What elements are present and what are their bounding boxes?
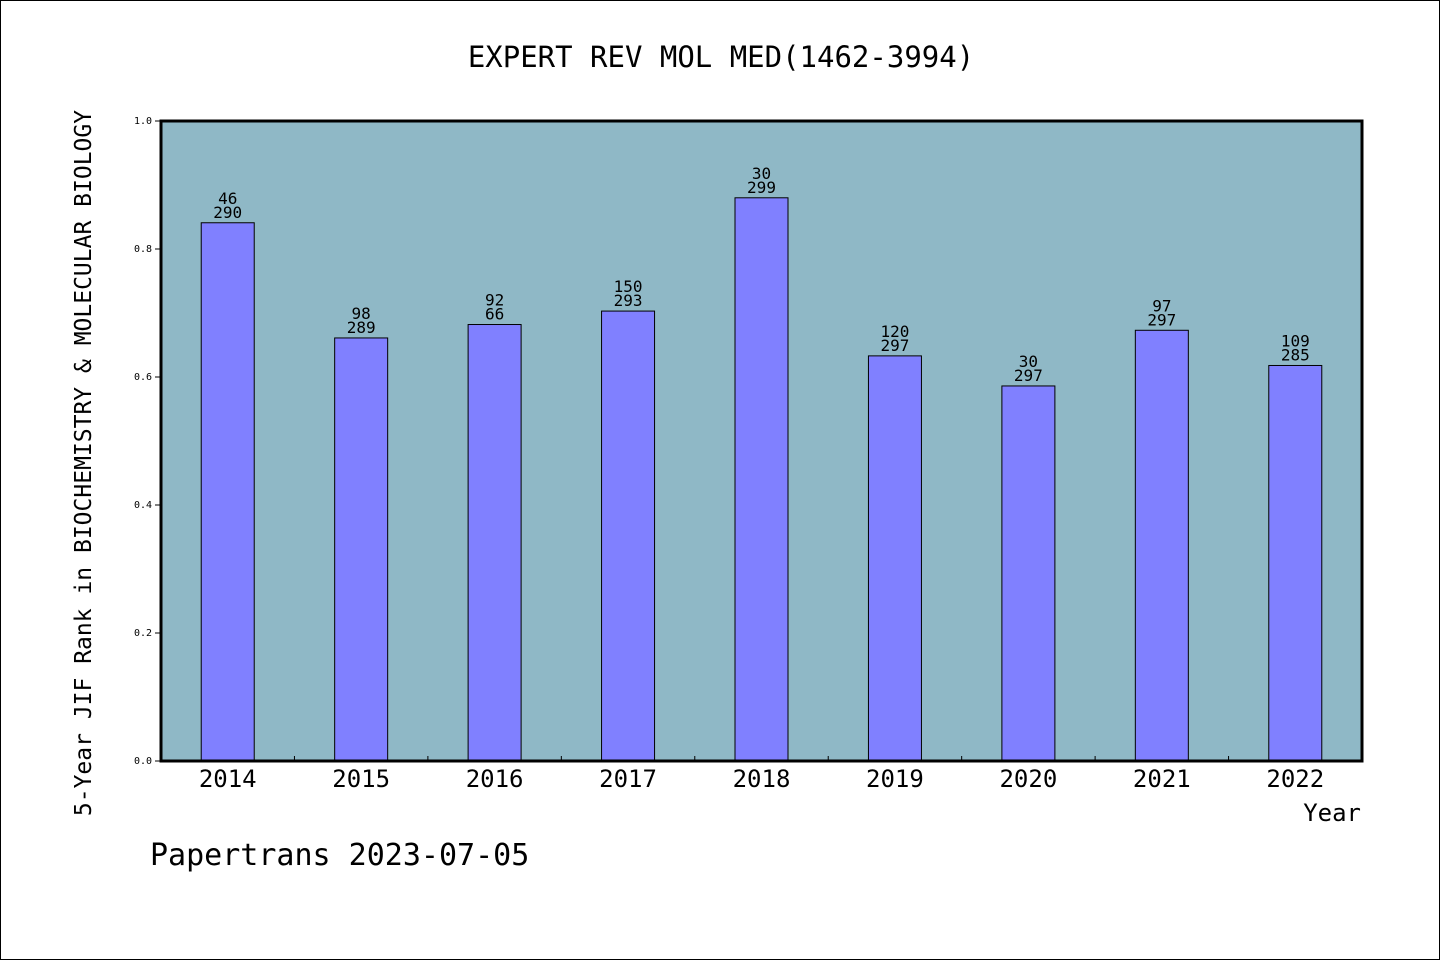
bar-rank-label: 92 — [485, 291, 504, 310]
x-tick-label: 2018 — [733, 765, 791, 793]
bar-total-label: 285 — [1281, 345, 1310, 364]
x-tick-label: 2017 — [599, 765, 657, 793]
y-tick-label: 0.2 — [134, 628, 152, 639]
chart-title: EXPERT REV MOL MED(1462-3994) — [468, 40, 974, 74]
bar-total-label: 290 — [213, 203, 242, 222]
y-tick-label: 0.0 — [134, 756, 152, 767]
x-tick-label: 2020 — [999, 765, 1057, 793]
bar-labels-group: 4629098289926615029330299120297302979729… — [213, 164, 1309, 385]
bar-total-label: 289 — [347, 318, 376, 337]
bar-rank-label: 120 — [880, 322, 909, 341]
bar-rank-label: 109 — [1281, 331, 1310, 350]
y-axis: 0.0 0.2 0.4 0.6 0.8 1.0 — [134, 116, 1364, 767]
y-tick-label: 0.8 — [134, 244, 152, 255]
bar-total-label: 293 — [614, 291, 643, 310]
footnote: Papertrans 2023-07-05 — [150, 838, 529, 873]
bar-rank-label: 97 — [1152, 296, 1171, 315]
bar-total-label: 66 — [485, 305, 504, 324]
bar-2021 — [1134, 329, 1189, 762]
bar-rank-label: 150 — [614, 277, 643, 296]
bar-total-label: 297 — [1014, 366, 1043, 385]
x-tick-label: 2015 — [332, 765, 390, 793]
bar-2015 — [334, 337, 389, 762]
bar-rank-label: 30 — [752, 164, 771, 183]
bar-2016 — [467, 324, 522, 762]
bar-total-label: 297 — [880, 336, 909, 355]
bar-rank-label: 98 — [352, 304, 371, 323]
bar-2014 — [200, 222, 255, 762]
y-tick-label: 0.4 — [134, 500, 152, 511]
bar-rank-label: 46 — [218, 189, 237, 208]
x-axis: 2014 2015 2016 2017 2018 2019 2020 2021 2022 — [199, 756, 1324, 793]
bar-rank-label: 30 — [1019, 352, 1038, 371]
x-tick-label: 2016 — [466, 765, 524, 793]
y-axis-label: 5-Year JIF Rank in BIOCHEMISTRY & MOLECU… — [71, 110, 97, 816]
bar-2018 — [734, 197, 789, 762]
x-axis-label: Year — [1303, 799, 1361, 827]
bar-total-label: 299 — [747, 178, 776, 197]
bar-total-label: 297 — [1147, 310, 1176, 329]
y-tick-label: 1.0 — [134, 116, 152, 127]
x-tick-label: 2014 — [199, 765, 257, 793]
x-tick-label: 2021 — [1133, 765, 1191, 793]
bar-2022 — [1268, 364, 1323, 762]
x-tick-label: 2019 — [866, 765, 924, 793]
plot-border — [159, 119, 1364, 763]
bar-2017 — [601, 310, 656, 762]
bars-group — [200, 197, 1323, 762]
bar-2020 — [1001, 385, 1056, 762]
x-tick-label: 2022 — [1266, 765, 1324, 793]
y-tick-label: 0.6 — [134, 372, 152, 383]
bar-2019 — [867, 355, 922, 762]
